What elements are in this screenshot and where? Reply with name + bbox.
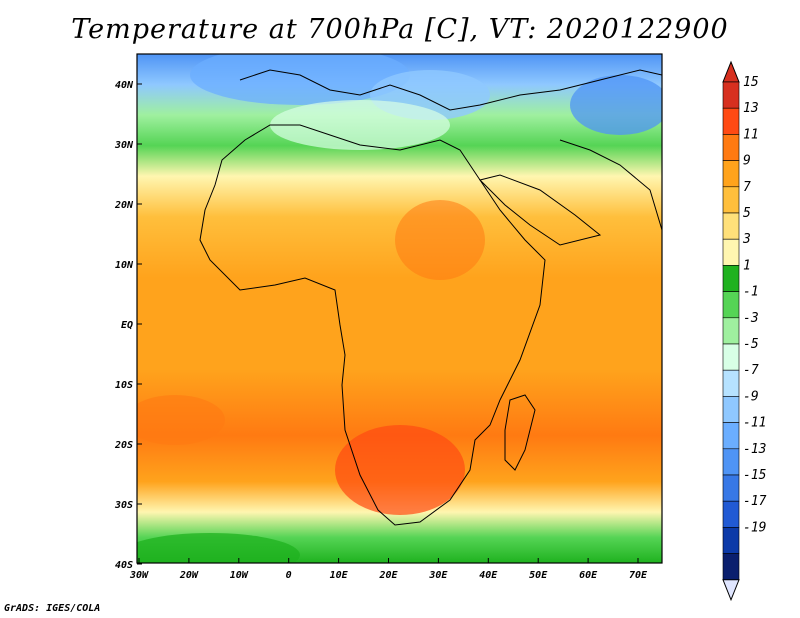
colorbar-segment [722,369,740,397]
colorbar-segment [722,265,740,292]
colorbar-arrow-bottom [722,579,740,602]
coastlines [199,69,662,526]
map-frame [136,53,663,564]
temperature-field [137,54,662,563]
colorbar-segment [722,500,740,528]
colorbar-label: 3 [742,232,751,247]
colorbar-label: 9 [743,154,751,169]
lat-tick-label: 20S [114,440,133,451]
colorbar-segment [722,291,740,319]
lon-tick-label: 30E [428,570,448,581]
asia-coast [559,139,662,231]
longitude-ticks: 30W 20W 10W 0 10E 20E 30E 40E 50E 60E 70E [129,558,648,581]
colorbar-label: -15 [743,468,767,483]
lat-tick-label: 30S [114,500,133,511]
colorbar-label: 11 [743,127,759,142]
africa-outline [199,124,546,526]
colorbar-segment [722,107,740,135]
colorbar-label: 5 [743,206,751,221]
lon-tick-label: 20E [378,570,398,581]
colorbar-segment [722,448,740,476]
colorbar-segment [722,553,740,581]
lat-tick-label: 30N [114,140,134,151]
colorbar-segment [722,81,740,109]
colorbar-label: -13 [743,442,766,457]
credit-text: GrADS: IGES/COLA [4,603,101,614]
colorbar: 15 13 11 9 7 5 3 1 -1 -3 -5 -7 -9 -11 -13 -15 -17 -19 [722,60,767,602]
colorbar-label: -9 [743,389,759,404]
colorbar-segment [722,317,740,345]
lat-tick-label: 10S [115,380,133,391]
colorbar-segment [722,134,740,161]
colorbar-label: 7 [743,180,751,195]
lon-tick-label: 0 [286,570,292,581]
lat-tick-label: 10N [115,260,134,271]
colorbar-label: -7 [743,363,759,378]
colorbar-segment [722,474,740,502]
lat-tick-label: 40S [115,560,133,571]
colorbar-label: 15 [743,75,759,90]
colorbar-segment [722,212,740,240]
colorbar-segment [722,160,740,188]
madagascar-outline [504,394,536,471]
map-title: Temperature at 700hPa [C], VT: 202012290… [71,14,729,45]
lon-tick-label: 10E [330,570,349,581]
lon-tick-label: 10W [230,570,249,581]
colorbar-segment [722,396,740,423]
lat-tick-label: 40N [115,80,134,91]
colorbar-segment [722,343,740,371]
colorbar-segment [722,422,740,450]
colorbar-arrow-top [722,60,740,83]
mediterranean-coast [239,69,662,111]
colorbar-label: 1 [743,258,751,273]
colorbar-label: -5 [743,337,759,352]
colorbar-label: 13 [743,101,759,116]
lon-tick-label: 60E [579,570,598,581]
lon-tick-label: 50E [529,570,548,581]
colorbar-label: -11 [743,416,766,431]
lon-tick-label: 70E [629,570,648,581]
colorbar-label: -19 [743,520,766,535]
colorbar-label: -3 [743,311,759,326]
colorbar-segment [722,527,740,554]
lat-tick-label: EQ [121,320,133,331]
lon-tick-label: 20W [179,570,199,581]
colorbar-segment [722,186,740,214]
latitude-ticks: 40N 30N 20N 10N EQ 10S 20S 30S 40S [114,80,142,571]
lon-tick-label: 30W [129,570,149,581]
colorbar-label: -1 [743,285,759,300]
lon-tick-label: 40E [479,570,498,581]
colorbar-label: -17 [743,494,767,509]
colorbar-segment [722,238,740,266]
lat-tick-label: 20N [114,200,134,211]
arabia-outline [479,174,602,246]
